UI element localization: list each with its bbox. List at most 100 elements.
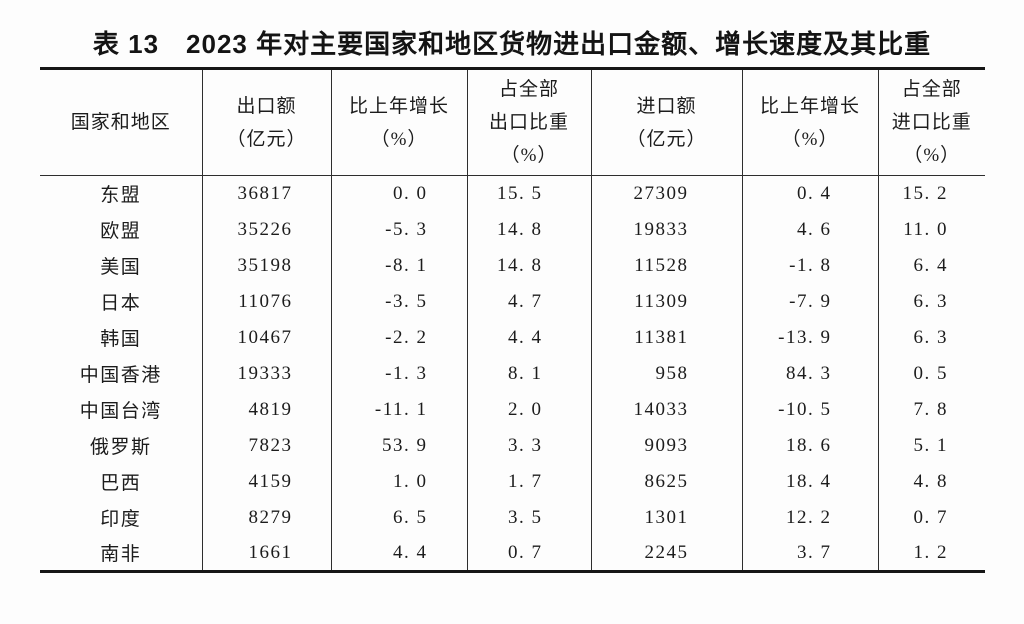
export-growth-cell: 0. 0: [330, 175, 467, 212]
region-cell: 欧盟: [100, 221, 142, 242]
export-share-cell: 3. 5: [466, 499, 591, 536]
import-share-cell: 7. 8: [877, 391, 985, 428]
export-value-cell: 11076: [201, 283, 331, 320]
import-growth-cell: 18. 6: [741, 427, 878, 464]
import-growth-cell: 0. 4: [741, 175, 878, 212]
export-value-cell: 35198: [201, 247, 331, 284]
import-value-cell: 19833: [590, 211, 742, 248]
header-import-growth-label: 比上年增长: [759, 95, 860, 117]
export-growth-cell: -3. 5: [330, 283, 467, 320]
export-value-cell: 19333: [201, 355, 331, 392]
region-cell: 巴西: [100, 473, 142, 494]
export-share-cell: 4. 4: [466, 319, 591, 356]
export-value-cell: 7823: [201, 427, 331, 464]
header-export-share: 占全部 出口比重 （%）: [466, 68, 591, 176]
export-growth-cell: -11. 1: [330, 391, 467, 428]
import-growth-cell: -1. 8: [741, 247, 878, 284]
import-growth-cell: 12. 2: [741, 499, 878, 536]
import-share-cell: 6. 3: [877, 283, 985, 320]
header-import-share-label-1: 占全部: [901, 79, 962, 100]
header-import-value: 进口额 （亿元）: [590, 68, 742, 176]
export-growth-cell: -2. 2: [330, 319, 467, 356]
export-value-cell: 1661: [201, 535, 331, 572]
region-cell: 中国台湾: [79, 401, 162, 422]
table-row: 韩国 10467 -2. 2 4. 4 11381 -13. 9 6. 3: [40, 319, 985, 356]
import-value-cell: 14033: [590, 391, 742, 428]
region-cell: 东盟: [100, 185, 142, 207]
table-row: 美国 35198 -8. 1 14. 8 11528 -1. 8 6. 4: [40, 247, 985, 284]
export-growth-cell: -8. 1: [330, 247, 467, 284]
header-export-growth-unit: （%）: [370, 128, 428, 150]
table-row: 南非 1661 4. 4 0. 7 2245 3. 7 1. 2: [40, 535, 985, 572]
export-growth-cell: -5. 3: [330, 211, 467, 248]
header-import-share-label-2: 进口比重: [891, 112, 972, 133]
import-growth-cell: -7. 9: [741, 283, 878, 320]
import-value-cell: 11381: [590, 319, 742, 356]
export-share-cell: 14. 8: [466, 247, 591, 284]
import-share-cell: 4. 8: [877, 463, 985, 500]
export-value-cell: 4819: [201, 391, 331, 428]
export-value-cell: 36817: [201, 175, 331, 212]
import-share-cell: 6. 4: [877, 247, 985, 284]
header-import-share: 占全部 进口比重 （%）: [877, 68, 985, 176]
export-share-cell: 8. 1: [466, 355, 591, 392]
trade-data-table: 国家和地区 出口额 （亿元） 比上年增长 （%） 占全部 出口比重 （%） 进口…: [40, 67, 985, 573]
import-growth-cell: -13. 9: [741, 319, 878, 356]
import-growth-cell: 4. 6: [741, 211, 878, 248]
export-value-cell: 4159: [201, 463, 331, 500]
import-share-cell: 1. 2: [877, 535, 985, 572]
export-value-cell: 35226: [201, 211, 331, 248]
header-export-value-unit: （亿元）: [226, 128, 307, 150]
region-cell: 印度: [100, 509, 142, 530]
header-import-share-unit: （%）: [903, 145, 961, 166]
import-value-cell: 11528: [590, 247, 742, 284]
import-value-cell: 958: [590, 355, 742, 392]
table-row: 东盟 36817 0. 0 15. 5 27309 0. 4 15. 2: [40, 175, 985, 212]
import-growth-cell: 3. 7: [741, 535, 878, 572]
header-export-share-label-1: 占全部: [498, 79, 559, 100]
header-export-growth-label: 比上年增长: [348, 95, 449, 117]
export-growth-cell: -1. 3: [330, 355, 467, 392]
region-cell: 美国: [100, 257, 142, 278]
table-row: 中国香港 19333 -1. 3 8. 1 958 84. 3 0. 5: [40, 355, 985, 392]
header-export-value-label: 出口额: [236, 95, 297, 117]
header-export-value: 出口额 （亿元）: [201, 68, 331, 176]
header-import-growth-unit: （%）: [781, 128, 839, 150]
table-row: 俄罗斯 7823 53. 9 3. 3 9093 18. 6 5. 1: [40, 427, 985, 464]
region-cell: 韩国: [100, 329, 142, 350]
export-value-cell: 10467: [201, 319, 331, 356]
export-share-cell: 1. 7: [466, 463, 591, 500]
export-growth-cell: 4. 4: [330, 535, 467, 572]
header-import-value-unit: （亿元）: [626, 128, 707, 150]
region-cell: 俄罗斯: [89, 437, 152, 458]
import-value-cell: 27309: [590, 175, 742, 212]
export-growth-cell: 6. 5: [330, 499, 467, 536]
import-growth-cell: -10. 5: [741, 391, 878, 428]
export-growth-cell: 1. 0: [330, 463, 467, 500]
trade-table: 国家和地区 出口额 （亿元） 比上年增长 （%） 占全部 出口比重 （%） 进口…: [40, 67, 985, 573]
export-value-cell: 8279: [201, 499, 331, 536]
export-share-cell: 0. 7: [466, 535, 591, 572]
table-row: 日本 11076 -3. 5 4. 7 11309 -7. 9 6. 3: [40, 283, 985, 320]
export-share-cell: 3. 3: [466, 427, 591, 464]
import-share-cell: 6. 3: [877, 319, 985, 356]
region-cell: 日本: [100, 293, 142, 314]
import-share-cell: 0. 7: [877, 499, 985, 536]
import-value-cell: 9093: [590, 427, 742, 464]
header-export-growth: 比上年增长 （%）: [330, 68, 467, 176]
region-cell: 南非: [100, 544, 142, 566]
table-row: 印度 8279 6. 5 3. 5 1301 12. 2 0. 7: [40, 499, 985, 536]
import-share-cell: 15. 2: [877, 175, 985, 212]
import-share-cell: 5. 1: [877, 427, 985, 464]
table-title: 表 13 2023 年对主要国家和地区货物进出口金额、增长速度及其比重: [92, 29, 932, 59]
export-share-cell: 4. 7: [466, 283, 591, 320]
import-growth-cell: 84. 3: [741, 355, 878, 392]
export-share-cell: 2. 0: [466, 391, 591, 428]
header-row: 国家和地区 出口额 （亿元） 比上年增长 （%） 占全部 出口比重 （%） 进口…: [40, 68, 985, 176]
table-body: 东盟 36817 0. 0 15. 5 27309 0. 4 15. 2 欧盟 …: [40, 175, 985, 572]
import-value-cell: 11309: [590, 283, 742, 320]
import-value-cell: 8625: [590, 463, 742, 500]
header-import-value-label: 进口额: [636, 95, 697, 117]
export-share-cell: 15. 5: [466, 175, 591, 212]
import-share-cell: 11. 0: [877, 211, 985, 248]
